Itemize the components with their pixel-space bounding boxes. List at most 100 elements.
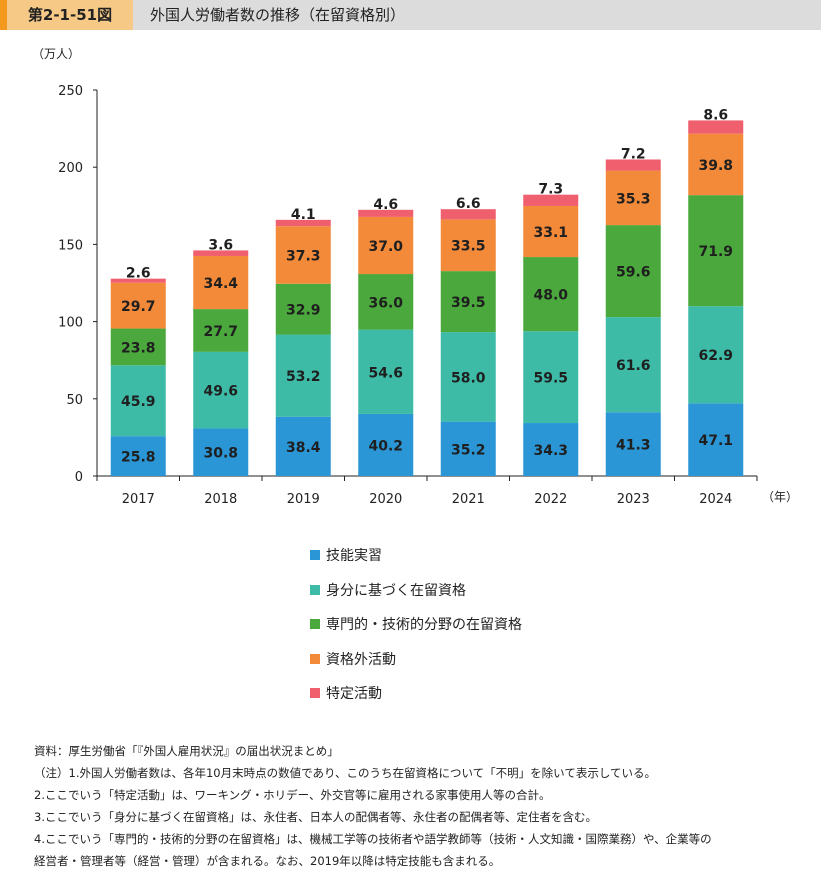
note-4: 4.ここでいう「専門的・技術的分野の在留資格」は、機械工学等の技術者や語学教師等…	[34, 832, 712, 846]
legend-label: 資格外活動	[326, 651, 396, 668]
bar-segment	[193, 255, 249, 310]
data-label: 39.5	[451, 295, 486, 311]
data-label: 59.5	[533, 371, 568, 387]
x-axis-unit: （年）	[762, 490, 798, 504]
x-tick-label: 2024	[699, 492, 732, 507]
data-label: 34.3	[533, 443, 568, 459]
data-label: 7.3	[538, 182, 563, 198]
data-label: 58.0	[451, 370, 486, 386]
data-label: 39.8	[698, 158, 733, 174]
source-note: 資料：厚生労働省「『外国人雇用状況』の届出状況まとめ」	[34, 744, 339, 758]
data-label: 30.8	[203, 446, 238, 462]
bar-segment	[358, 329, 414, 414]
y-tick-label: 100	[58, 316, 83, 331]
y-tick-label: 50	[66, 393, 83, 408]
x-tick-label: 2020	[369, 492, 402, 507]
bar-segment	[275, 283, 331, 335]
bar-segment	[440, 209, 496, 220]
header-accent-bar	[0, 0, 7, 30]
data-label: 48.0	[533, 288, 568, 304]
bar-segment	[275, 219, 331, 227]
note-2: 2.ここでいう「特定活動」は、ワーキング・ホリデー、外交官等に雇用される家事使用…	[34, 788, 551, 802]
bar-segment	[523, 257, 579, 332]
data-label: 71.9	[698, 244, 733, 260]
data-label: 61.6	[616, 358, 651, 374]
data-label: 8.6	[703, 107, 728, 123]
bar-segment	[193, 428, 249, 476]
bar-segment	[110, 328, 166, 366]
legend-item-other-activities: 資格外活動	[310, 642, 522, 677]
legend-item-designated: 特定活動	[310, 676, 522, 711]
bar-segment	[193, 250, 249, 256]
data-label: 27.7	[203, 324, 238, 340]
bar-segment	[605, 159, 661, 171]
bar-segment	[358, 413, 414, 476]
data-label: 37.0	[368, 239, 403, 255]
y-axis: 0 50 100 150 200 250	[58, 84, 98, 485]
legend-swatch	[310, 584, 320, 595]
bar-segment	[440, 271, 496, 333]
legend-item-status-based: 身分に基づく在留資格	[310, 573, 522, 608]
stacked-bar-chart: （万人） 0 50 100 150 200 250 2017 2018 2019 2020 202…	[32, 47, 798, 507]
data-label: 40.2	[368, 438, 403, 454]
bar-segment	[688, 120, 744, 134]
data-label: 3.6	[208, 237, 233, 253]
data-label: 37.3	[286, 248, 321, 264]
legend-swatch	[310, 653, 320, 664]
bar-segment	[688, 195, 744, 307]
data-label: 7.2	[621, 146, 646, 162]
x-tick-label: 2019	[287, 492, 320, 507]
data-label: 33.5	[451, 239, 486, 255]
note-3: 3.ここでいう「身分に基づく在留資格」は、永住者、日本人の配偶者等、永住者の配偶…	[34, 810, 597, 824]
bar-segment	[605, 412, 661, 476]
data-label: 33.1	[533, 225, 568, 241]
data-label: 47.1	[698, 433, 733, 449]
data-label: 2.6	[126, 266, 151, 282]
bar-segment	[605, 225, 661, 318]
bar-segment	[688, 306, 744, 404]
data-label: 41.3	[616, 438, 651, 454]
legend: 技能実習 身分に基づく在留資格 専門的・技術的分野の在留資格 資格外活動 特定活…	[310, 538, 522, 711]
bar-segment	[110, 278, 166, 283]
bar-segment	[523, 194, 579, 206]
legend-item-professional: 専門的・技術的分野の在留資格	[310, 607, 522, 642]
x-tick-label: 2023	[617, 492, 650, 507]
data-label: 25.8	[121, 450, 156, 466]
bar-segment	[440, 219, 496, 272]
bar-segment	[605, 170, 661, 226]
bar-segment	[110, 436, 166, 476]
legend-label: 特定活動	[326, 686, 382, 703]
data-label: 45.9	[121, 394, 156, 410]
y-tick-label: 150	[58, 238, 83, 253]
legend-label: 専門的・技術的分野の在留資格	[326, 617, 522, 634]
bar-segment	[523, 205, 579, 258]
bar-segment	[688, 403, 744, 476]
data-label: 49.6	[203, 384, 238, 400]
data-label: 62.9	[698, 348, 733, 364]
bar-segment	[688, 133, 744, 196]
data-label: 23.8	[121, 340, 156, 356]
note-1: （注）1.外国人労働者数は、各年10月末時点の数値であり、このうち在留資格につい…	[34, 766, 656, 780]
bar-segment	[358, 216, 414, 275]
x-tick-label: 2018	[204, 492, 237, 507]
bar-segment	[275, 416, 331, 476]
data-label: 29.7	[121, 299, 156, 315]
data-label: 32.9	[286, 303, 321, 319]
note-4-cont: 経営者・管理者等（経営・管理）が含まれる。なお、2019年以降は特定技能も含まれ…	[34, 854, 501, 868]
bar-segment	[358, 209, 414, 217]
data-label: 59.6	[616, 265, 651, 281]
bar-segment	[523, 423, 579, 476]
legend-item-technical-intern: 技能実習	[310, 538, 522, 573]
legend-label: 技能実習	[326, 548, 382, 565]
data-label: 54.6	[368, 365, 403, 381]
data-label: 4.6	[373, 197, 398, 213]
notes-section: 資料：厚生労働省「『外国人雇用状況』の届出状況まとめ」 （注）1.外国人労働者数…	[34, 740, 804, 872]
x-tick-label: 2022	[534, 492, 567, 507]
figure-title: 外国人労働者数の推移（在留資格別）	[150, 6, 406, 24]
legend-label: 身分に基づく在留資格	[326, 582, 466, 599]
legend-swatch	[310, 688, 320, 699]
x-tick-label: 2017	[122, 492, 155, 507]
bar-segment	[193, 309, 249, 352]
legend-swatch	[310, 550, 320, 561]
y-tick-label: 0	[75, 470, 83, 485]
